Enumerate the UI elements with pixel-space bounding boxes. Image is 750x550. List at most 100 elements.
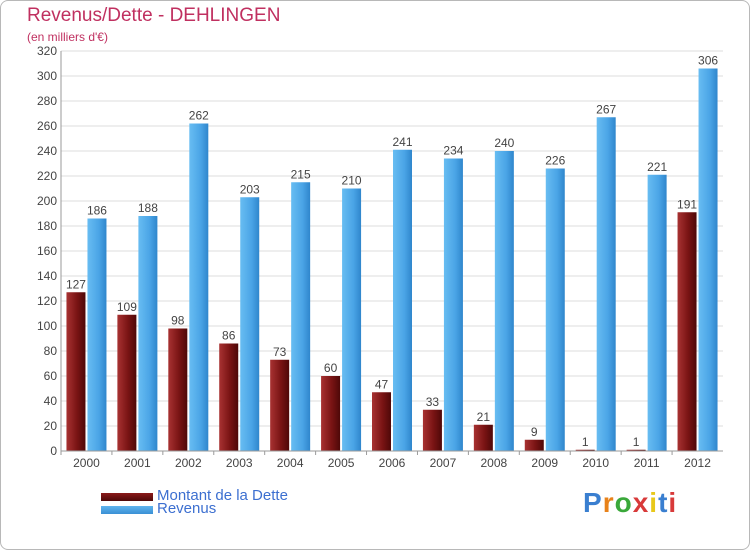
revenue-bar-label: 267 <box>596 102 616 116</box>
grid-lines <box>61 50 723 452</box>
legend-swatch-debt <box>101 493 153 501</box>
debt-bar-label: 109 <box>117 300 137 314</box>
logo-letter: x <box>632 487 650 518</box>
x-tick-label: 2010 <box>582 456 609 470</box>
legend-label-debt: Montant de la Dette <box>157 487 288 504</box>
revenue-bar-label: 240 <box>494 136 514 150</box>
revenue-bar <box>545 168 565 451</box>
debt-bar-label: 86 <box>222 329 236 343</box>
revenue-bar-label: 221 <box>647 160 667 174</box>
y-tick-label: 0 <box>50 444 57 458</box>
y-tick-label: 140 <box>37 269 57 283</box>
debt-bar <box>66 292 86 451</box>
x-tick-label: 2012 <box>684 456 711 470</box>
debt-bar <box>626 449 646 451</box>
revenue-bar <box>189 123 209 451</box>
y-tick-label: 180 <box>37 219 57 233</box>
debt-bar-label: 127 <box>66 277 86 291</box>
revenue-bar-label: 262 <box>189 109 209 123</box>
debt-bar <box>422 409 442 451</box>
x-tick-label: 2003 <box>226 456 253 470</box>
chart-title: Revenus/Dette - DEHLINGEN <box>27 5 281 26</box>
x-tick-label: 2002 <box>175 456 202 470</box>
proxiti-logo: Proxiti <box>583 487 677 519</box>
y-tick-label: 160 <box>37 244 57 258</box>
y-tick-label: 280 <box>37 94 57 108</box>
revenue-bar <box>596 117 616 451</box>
revenue-bar-label: 203 <box>240 182 260 196</box>
debt-bar-label: 73 <box>273 345 287 359</box>
logo-letter: t <box>658 487 669 518</box>
debt-bar-label: 47 <box>375 377 389 391</box>
y-tick-label: 60 <box>44 369 58 383</box>
x-tick-label: 2008 <box>480 456 507 470</box>
debt-bar-label: 1 <box>633 435 640 449</box>
revenue-bar-label: 210 <box>342 174 362 188</box>
debt-bar <box>321 376 341 451</box>
debt-bar-label: 21 <box>477 410 491 424</box>
legend-label-revenue: Revenus <box>157 500 217 517</box>
revenue-bar <box>698 68 718 451</box>
logo-letter: P <box>583 487 603 518</box>
legend-swatch-revenue <box>101 506 153 514</box>
revenue-bar-label: 241 <box>392 135 412 149</box>
logo-letter: o <box>614 487 633 518</box>
y-tick-label: 40 <box>44 394 58 408</box>
revenue-bar <box>443 158 463 451</box>
debt-bar <box>524 439 544 451</box>
x-tick-label: 2004 <box>277 456 304 470</box>
revenue-bar-label: 215 <box>291 167 311 181</box>
y-tick-label: 260 <box>37 119 57 133</box>
debt-bar <box>372 392 391 451</box>
revenue-bar <box>647 174 667 451</box>
bars: 127 186 109 188 98 262 86 203 73 215 60 210 47 241 33 2… <box>66 54 718 451</box>
debt-bar <box>270 359 290 451</box>
revenue-bar-label: 226 <box>545 154 565 168</box>
logo-letter: r <box>602 487 615 518</box>
revenue-bar <box>342 188 362 451</box>
logo-letter: i <box>649 487 659 518</box>
y-tick-label: 320 <box>37 44 57 58</box>
revenue-bar <box>240 197 260 451</box>
revenue-bar <box>494 151 514 451</box>
revenue-bar <box>291 182 311 451</box>
debt-bar-label: 33 <box>426 395 440 409</box>
debt-bar <box>473 424 493 451</box>
revenue-bar-label: 188 <box>138 201 158 215</box>
revenue-bar-label: 306 <box>698 54 718 68</box>
y-tick-label: 240 <box>37 144 57 158</box>
y-tick-label: 200 <box>37 194 57 208</box>
x-tick-label: 2009 <box>531 456 558 470</box>
x-tick-label: 2000 <box>73 456 100 470</box>
logo-letter: i <box>668 487 678 518</box>
y-tick-label: 220 <box>37 169 57 183</box>
y-tick-label: 20 <box>44 419 58 433</box>
y-tick-label: 120 <box>37 294 57 308</box>
debt-bar-label: 60 <box>324 361 338 375</box>
debt-bar-label: 191 <box>677 197 697 211</box>
debt-bar-label: 9 <box>531 425 538 439</box>
debt-bar-label: 98 <box>171 314 185 328</box>
debt-bar-label: 1 <box>582 435 589 449</box>
debt-bar <box>677 212 697 451</box>
revenue-bar-label: 186 <box>87 204 107 218</box>
debt-bar <box>219 343 239 451</box>
x-tick-label: 2001 <box>124 456 151 470</box>
revenue-bar <box>87 218 107 451</box>
debt-bar <box>117 314 137 451</box>
chart-subtitle: (en milliers d'€) <box>27 30 108 44</box>
debt-bar <box>168 328 188 451</box>
y-tick-label: 80 <box>44 344 58 358</box>
x-tick-label: 2011 <box>634 456 660 470</box>
y-tick-label: 100 <box>37 319 57 333</box>
revenue-bar <box>138 216 158 451</box>
y-tick-label: 300 <box>37 69 57 83</box>
x-tick-label: 2006 <box>379 456 406 470</box>
x-tick-label: 2005 <box>328 456 355 470</box>
revenue-bar <box>393 149 412 451</box>
axes: 0204060801001201401601802002202402602803… <box>37 44 723 470</box>
debt-bar <box>575 449 595 451</box>
revenue-bar-label: 234 <box>443 144 463 158</box>
